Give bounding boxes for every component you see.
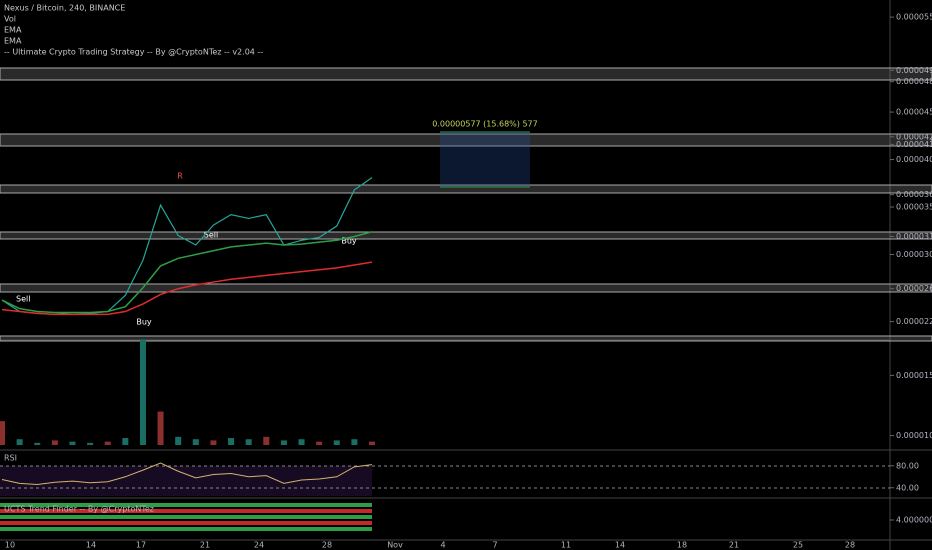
volume-bar [369,441,375,445]
y-tick-label: 80.00 [896,461,919,470]
volume-bar [0,421,5,445]
volume-bar [104,441,111,445]
trend-title: UCTS Trend Finder -- By @CryptoNTez [4,505,154,514]
y-tick-label: 4.00000000 [896,516,932,525]
y-tick-label: 40.00 [896,483,919,492]
r-label: R [177,172,183,181]
x-tick-label: 4 [440,541,445,550]
zones [0,67,932,342]
x-tick-label: Nov [387,541,403,550]
y-tick-label: 0.00002640 [896,284,932,293]
y-tick-label: 0.00002294 [896,317,932,326]
volume-bar [351,439,358,445]
y-tick-label: 0.00005500 [896,13,932,22]
x-tick-label: 14 [615,541,625,550]
y-tick-label: 0.00003190 [896,232,932,241]
trend-stripes [0,503,372,531]
volume-bar [245,439,252,445]
sell-label: Sell [204,231,218,240]
rsi-band [0,466,372,496]
x-tick-label: 24 [254,541,264,550]
volume-bar [87,442,94,445]
y-tick-label: 0.00004160 [896,140,932,149]
indicator: -- Ultimate Crypto Trading Strategy -- B… [4,48,263,57]
volume-bar [263,436,270,445]
x-tick-label: 11 [561,541,571,550]
x-tick-label: 7 [492,541,497,550]
volume-bar [175,436,182,445]
y-tick-label: 0.00001000 [896,431,932,440]
volume-bar [51,440,58,445]
x-tick-label: 10 [5,541,15,550]
price-line [1,177,373,315]
volume-bar [228,438,235,445]
y-tick-label: 0.00003630 [896,190,932,199]
rsi-title: RSI [4,454,17,463]
y-tick-label: 0.00001500 [896,371,932,380]
x-tick-label: 18 [677,541,687,550]
indicator: EMA [4,26,22,35]
volume-bar [139,339,146,445]
buy-label: Buy [136,318,152,327]
rsi-line [1,462,373,485]
indicator: Vol [4,15,16,24]
sell-label: Sell [16,295,30,304]
x-tick-label: 21 [729,541,739,550]
x-tick-label: 17 [136,541,146,550]
y-tick-label: 0.00004240 [896,132,932,141]
volume-bar [157,411,164,445]
indicator: EMA [4,37,22,46]
ema-line [1,231,373,314]
measure-label: 0.00000577 (15.68%) 577 [432,120,537,129]
volume-bar [122,438,129,445]
y-tick-label: 0.00004500 [896,108,932,117]
y-tick-label: 0.00003000 [896,250,932,259]
volume-bar [69,441,76,445]
y-tick-label: 0.00004820 [896,77,932,86]
x-tick-label: 28 [845,541,855,550]
volume-bar [316,441,323,445]
x-tick-label: 21 [200,541,210,550]
volume-bar [333,440,340,445]
y-tick-label: 0.00003500 [896,203,932,212]
measure-box [440,132,530,187]
x-tick-label: 25 [793,541,803,550]
buy-label: Buy [341,237,357,246]
volume-bar [192,439,199,445]
y-tick-label: 0.00004000 [896,155,932,164]
y-tick-label: 0.00004940 [896,66,932,75]
symbol: Nexus / Bitcoin, 240, BINANCE [4,4,125,13]
volume-bar [280,440,287,445]
ema-line [1,261,373,316]
x-tick-label: 14 [86,541,96,550]
volume-bar [298,439,305,445]
x-tick-label: 28 [322,541,332,550]
volume-bar [16,439,23,445]
volume-bar [210,440,217,445]
volume-bar [34,442,41,445]
